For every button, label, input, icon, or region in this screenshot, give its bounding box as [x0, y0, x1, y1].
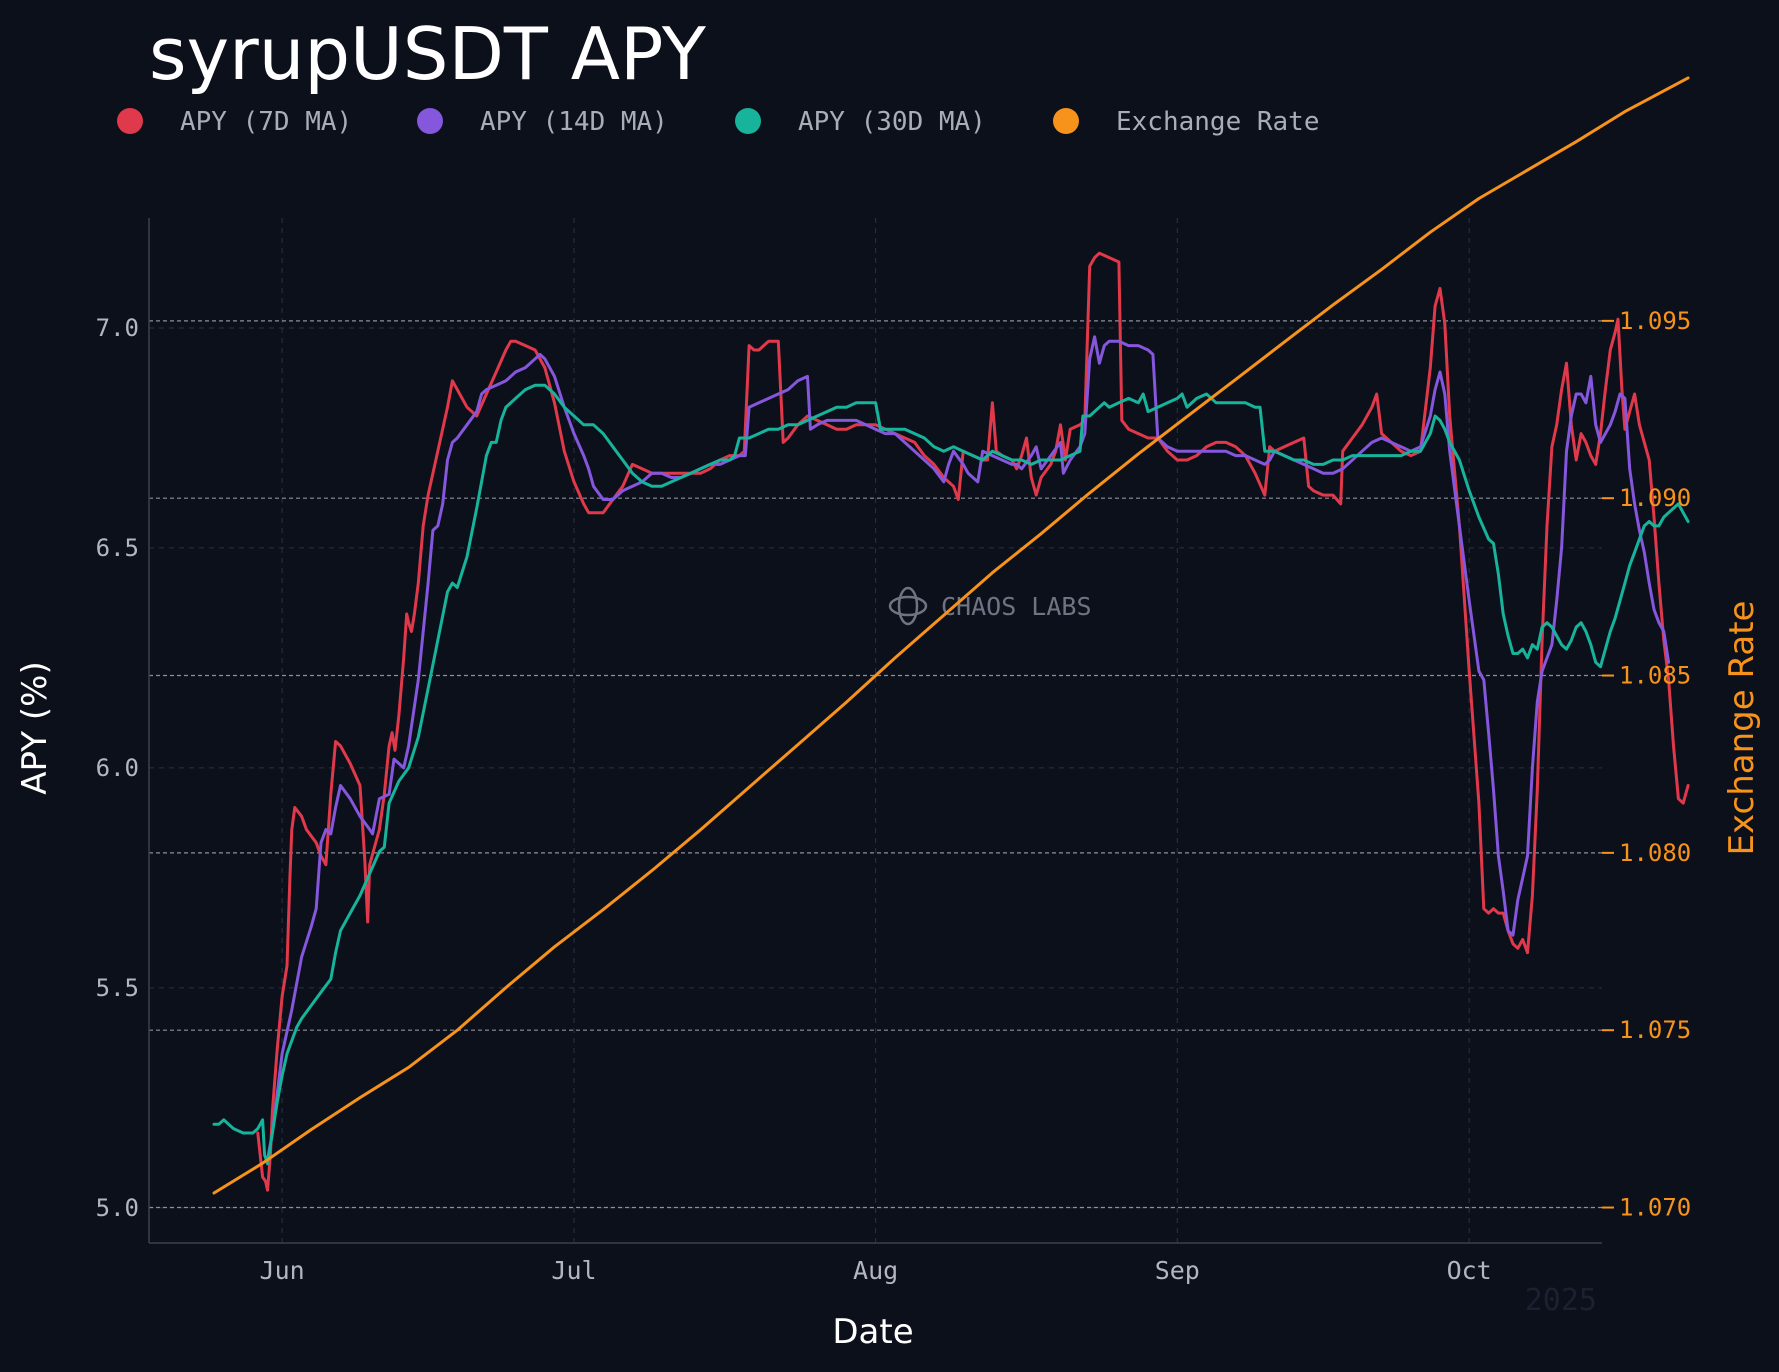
x-axis-title: Date — [832, 1312, 913, 1352]
x-corner-year-label: 2025 — [1525, 1283, 1597, 1318]
legend-label: Exchange Rate — [1116, 107, 1320, 137]
axes — [148, 218, 1614, 1244]
legend-label: APY (7D MA) — [180, 107, 352, 137]
series-line-apy-14d-ma — [266, 335, 1671, 1161]
legend-marker — [1053, 108, 1079, 134]
legend-marker — [117, 108, 143, 134]
y-tick-label: 7.0 — [96, 314, 139, 342]
legend-marker — [735, 108, 761, 134]
x-tick-label: Oct — [1447, 1256, 1492, 1285]
y2-tick-label: 1.080 — [1619, 839, 1691, 867]
series-line-apy-30d-ma — [212, 383, 1690, 1166]
y2-tick-label: 1.085 — [1619, 662, 1691, 690]
legend-label: APY (14D MA) — [480, 107, 668, 137]
y2-tick-label: 1.095 — [1619, 307, 1691, 335]
y-tick-label: 6.0 — [96, 754, 139, 782]
y-tick-label: 5.0 — [96, 1194, 139, 1222]
legend-marker — [417, 108, 443, 134]
series-lines — [212, 76, 1690, 1195]
y2-tick-label: 1.090 — [1619, 484, 1691, 512]
x-tick-label: Jun — [260, 1256, 305, 1285]
y-tick-label: 6.5 — [96, 534, 139, 562]
chart-title: syrupUSDT APY — [149, 12, 707, 96]
x-tick-label: Sep — [1155, 1256, 1200, 1285]
legend: APY (7D MA) APY (14D MA) APY (30D MA) Excha… — [117, 107, 1320, 137]
y-tick-label: 5.5 — [96, 974, 139, 1002]
x-tick-label: Aug — [853, 1256, 898, 1285]
y-axis-title: APY (%) — [15, 661, 55, 794]
series-line-apy-7d-ma — [256, 251, 1690, 1192]
watermark: CHAOS LABS — [888, 586, 1092, 626]
series-line-exchange-rate — [212, 76, 1690, 1195]
y2-tick-label: 1.070 — [1619, 1194, 1691, 1222]
tick-labels: Jun Jul Aug Sep Oct 5.0 5.5 6.0 6.5 7.0 1.070 1.075… — [96, 307, 1692, 1285]
y2-tick-label: 1.075 — [1619, 1016, 1691, 1044]
y2-axis-title: Exchange Rate — [1722, 601, 1762, 856]
chaos-labs-logo-icon — [888, 586, 928, 626]
x-tick-label: Jul — [551, 1256, 596, 1285]
grid-lines — [149, 218, 1602, 1243]
legend-label: APY (30D MA) — [798, 107, 986, 137]
